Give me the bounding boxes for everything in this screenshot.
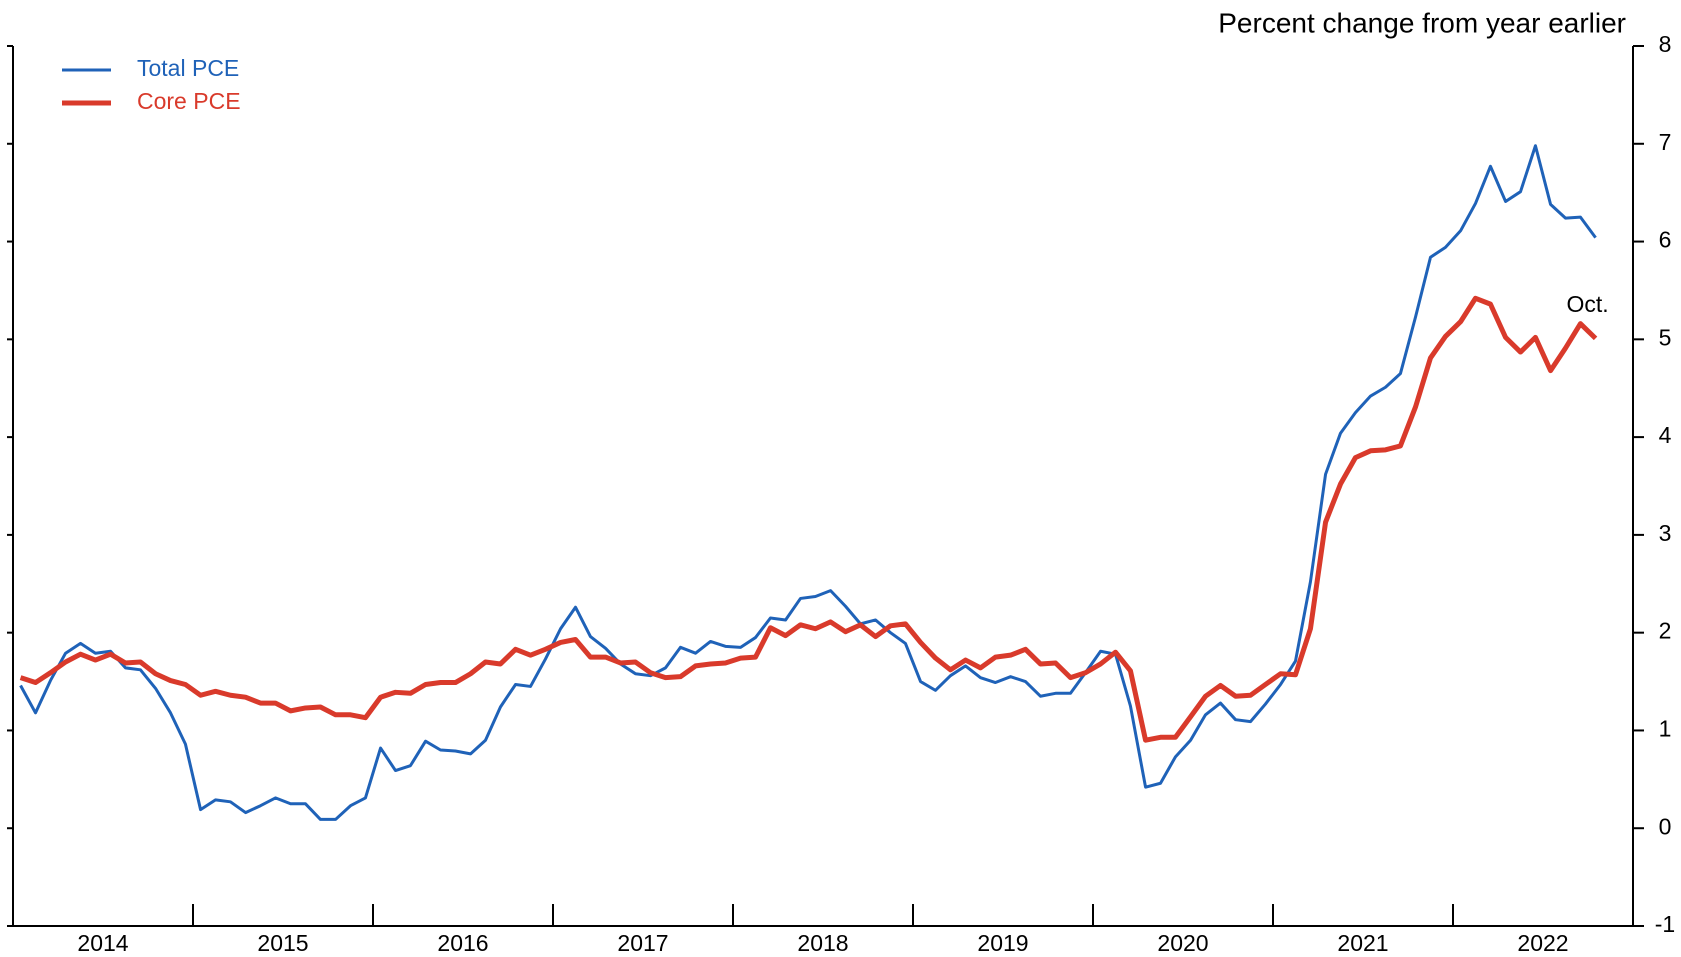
legend-label: Core PCE	[137, 88, 241, 114]
x-tick-label: 2016	[437, 930, 488, 956]
y-tick-label: -1	[1655, 911, 1675, 937]
x-tick-label: 2015	[257, 930, 308, 956]
y-tick-label: 2	[1659, 618, 1672, 644]
series-line	[19, 144, 1597, 821]
series-line	[19, 295, 1598, 743]
annotation: Oct.	[1566, 291, 1608, 317]
x-tick-label: 2021	[1337, 930, 1388, 956]
y-axis-label: Percent change from year earlier	[1218, 7, 1626, 38]
legend-label: Total PCE	[137, 55, 239, 81]
x-tick-label: 2017	[617, 930, 668, 956]
y-tick-label: 6	[1659, 227, 1672, 253]
y-tick-label: 4	[1659, 422, 1672, 448]
x-tick-label: 2014	[77, 930, 128, 956]
y-tick-label: 3	[1659, 520, 1672, 546]
x-tick-label: 2020	[1157, 930, 1208, 956]
axis-frame	[12, 46, 1634, 927]
x-tick-label: 2018	[797, 930, 848, 956]
y-tick-label: 8	[1659, 31, 1672, 57]
y-tick-label: 5	[1659, 324, 1672, 350]
y-tick-label: 7	[1659, 129, 1672, 155]
y-tick-label: 0	[1659, 813, 1672, 839]
x-tick-label: 2019	[977, 930, 1028, 956]
x-tick-label: 2022	[1517, 930, 1568, 956]
y-tick-label: 1	[1659, 716, 1672, 742]
